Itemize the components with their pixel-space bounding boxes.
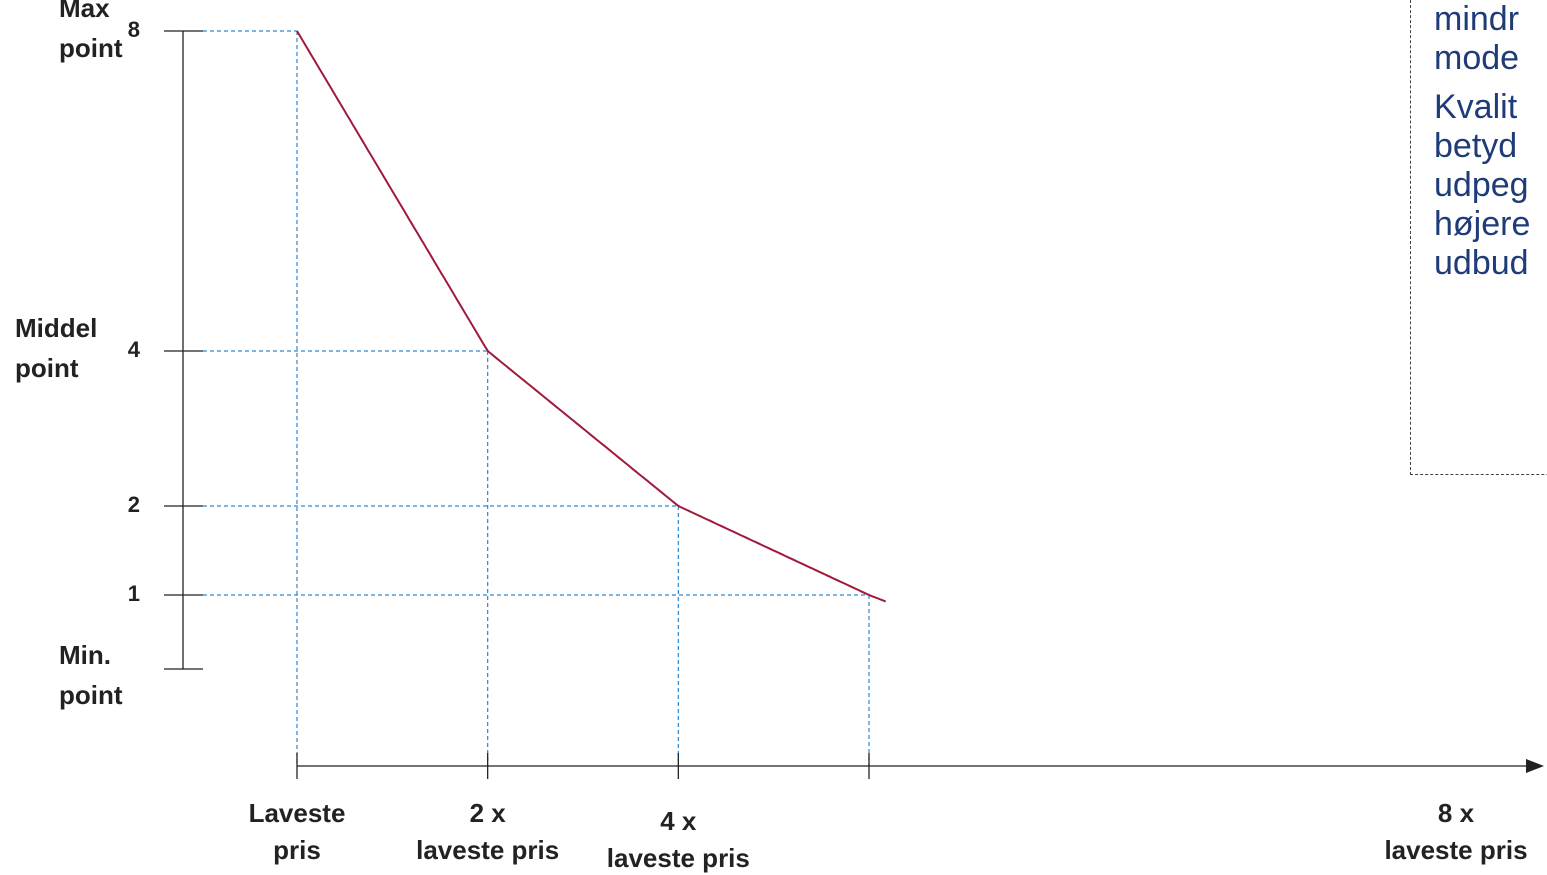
note-line: betyd bbox=[1434, 127, 1518, 165]
guide-lines bbox=[203, 30, 870, 766]
y-side-label: point bbox=[59, 680, 123, 710]
explanation-text-box: mindr mode Kvalit betyd udpeg højere udb… bbox=[1410, 0, 1547, 475]
axes bbox=[164, 30, 1544, 779]
y-side-label: point bbox=[15, 353, 79, 383]
y-tick-label: 8 bbox=[128, 17, 140, 42]
y-side-label: Middel bbox=[15, 313, 97, 343]
note-line: mode bbox=[1434, 39, 1520, 77]
y-axis-labels: 8 Max point 4 Middel point 2 1 Min. point bbox=[15, 0, 141, 710]
x-tick-label: 8 x bbox=[1438, 798, 1475, 828]
note-line: højere bbox=[1434, 205, 1531, 243]
note-line: Kvalit bbox=[1434, 88, 1518, 126]
x-axis-arrow-icon bbox=[1526, 759, 1544, 773]
x-tick-label: 4 x bbox=[660, 806, 697, 836]
x-tick-label: laveste pris bbox=[607, 843, 750, 873]
note-paragraph-2: Kvalit betyd udpeg højere udbud bbox=[1434, 88, 1547, 283]
x-tick-label: laveste pris bbox=[416, 835, 559, 865]
y-side-label: point bbox=[59, 33, 123, 63]
x-axis-labels: Laveste pris 2 x laveste pris 4 x laveste pri… bbox=[249, 798, 1528, 873]
x-tick-label: pris bbox=[273, 835, 321, 865]
y-tick-label: 1 bbox=[128, 581, 140, 606]
y-tick-label: 2 bbox=[128, 492, 140, 517]
y-side-label: Max bbox=[59, 0, 110, 23]
x-tick-label: laveste pris bbox=[1384, 835, 1527, 865]
note-paragraph-1: mindr mode bbox=[1434, 0, 1547, 78]
note-line: mindr bbox=[1434, 0, 1520, 38]
note-line: udbud bbox=[1434, 244, 1529, 282]
note-line: udpeg bbox=[1434, 166, 1529, 204]
y-side-label: Min. bbox=[59, 640, 111, 670]
x-tick-label: Laveste bbox=[249, 798, 346, 828]
price-curve bbox=[296, 30, 887, 603]
x-tick-label: 2 x bbox=[470, 798, 507, 828]
y-tick-label: 4 bbox=[128, 337, 141, 362]
